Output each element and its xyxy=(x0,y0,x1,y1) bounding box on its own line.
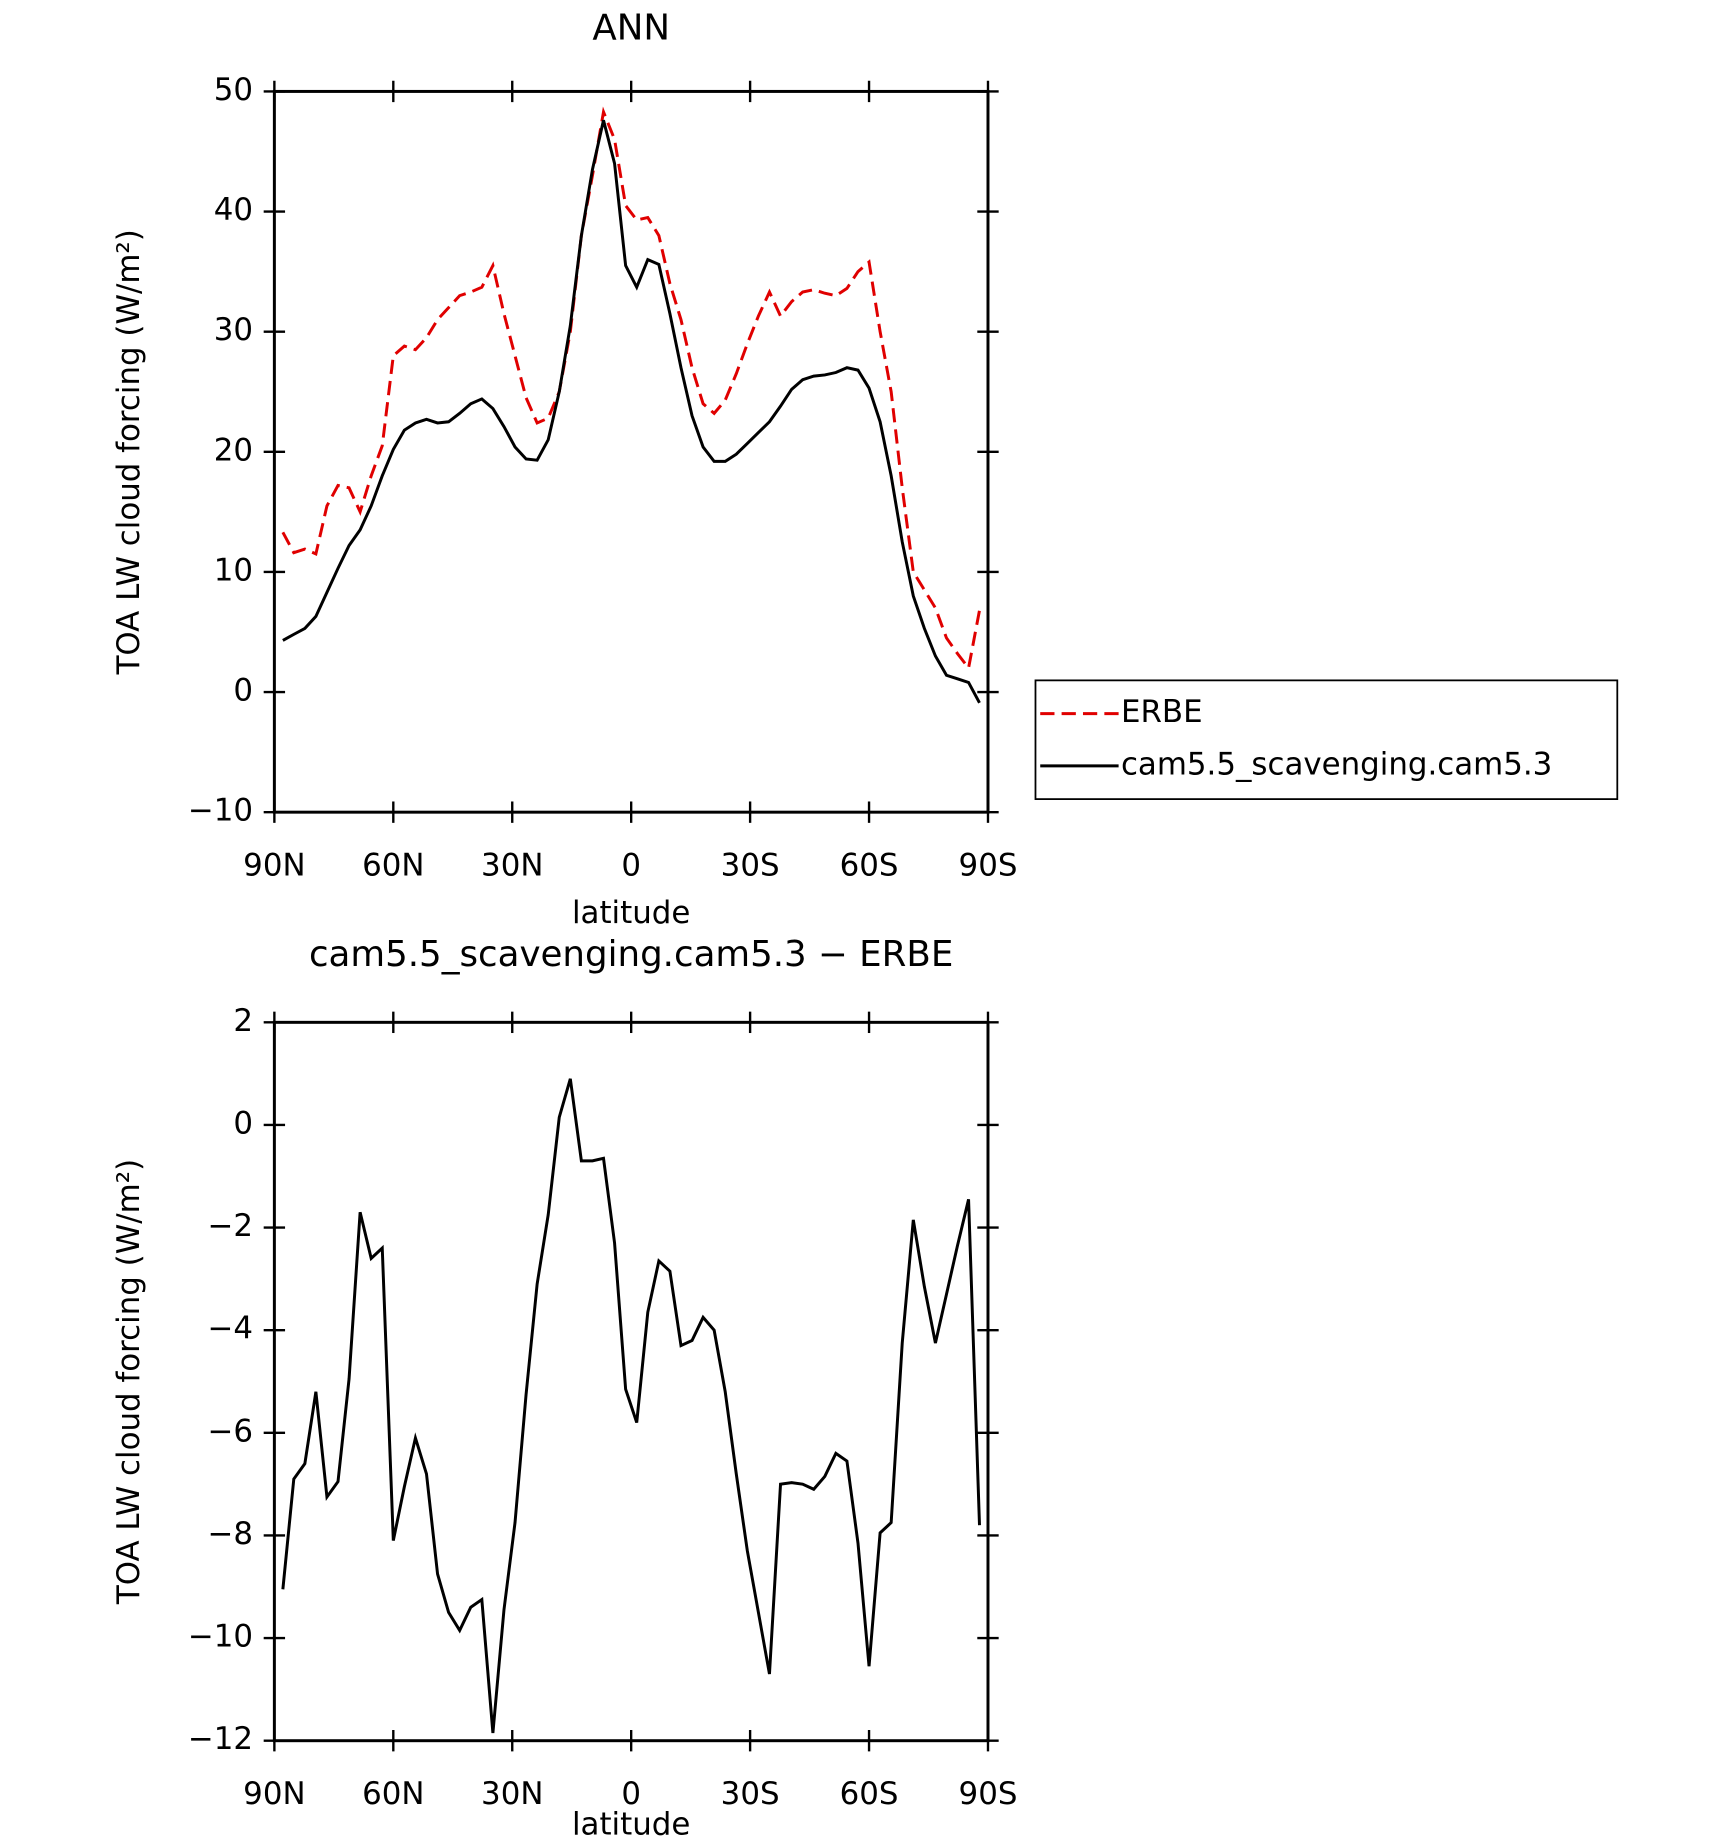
x-tick-label: 60S xyxy=(840,847,899,883)
x-tick-label: 30S xyxy=(721,847,780,883)
y-axis-label: TOA LW cloud forcing (W/m²) xyxy=(111,1159,147,1605)
data-line xyxy=(281,1078,981,1734)
x-tick-label: 60N xyxy=(362,1776,424,1812)
y-tick-label: −6 xyxy=(207,1413,253,1449)
legend-box xyxy=(1034,679,1619,800)
y-tick-label: 0 xyxy=(233,673,253,709)
x-tick-label: 60S xyxy=(840,1776,899,1812)
y-tick-label: −10 xyxy=(188,1619,253,1655)
y-tick-label: 40 xyxy=(214,192,253,228)
y-tick-label: 30 xyxy=(214,312,253,348)
y-tick-label: −2 xyxy=(207,1208,253,1244)
legend-label: ERBE xyxy=(1121,694,1203,730)
y-tick-label: −12 xyxy=(188,1721,253,1757)
legend-label: cam5.5_scavenging.cam5.3 xyxy=(1121,746,1552,782)
x-tick-label: 0 xyxy=(621,1776,641,1812)
y-tick-label: 20 xyxy=(214,432,253,468)
x-tick-label: 0 xyxy=(621,847,641,883)
chart-title: cam5.5_scavenging.cam5.3 − ERBE xyxy=(309,934,953,975)
x-tick-label: 90S xyxy=(959,1776,1018,1812)
y-tick-label: −8 xyxy=(207,1516,253,1552)
plot-frame xyxy=(272,1020,990,1743)
x-tick-label: 30N xyxy=(481,1776,543,1812)
x-tick-label: 30S xyxy=(721,1776,780,1812)
y-axis-label: TOA LW cloud forcing (W/m²) xyxy=(111,229,147,675)
data-line xyxy=(282,119,981,704)
chart-title: ANN xyxy=(592,8,670,49)
y-tick-label: 2 xyxy=(233,1003,253,1039)
x-tick-label: 60N xyxy=(362,847,424,883)
y-tick-label: 0 xyxy=(233,1105,253,1141)
y-tick-label: 10 xyxy=(214,552,253,588)
y-tick-label: −10 xyxy=(188,793,253,829)
data-line xyxy=(281,106,981,672)
x-axis-label: latitude xyxy=(572,895,690,931)
x-tick-label: 30N xyxy=(481,847,543,883)
x-tick-label: 90N xyxy=(243,1776,305,1812)
x-axis-label: latitude xyxy=(572,1807,690,1843)
x-tick-label: 90S xyxy=(959,847,1018,883)
y-tick-label: 50 xyxy=(214,72,253,108)
x-tick-label: 90N xyxy=(243,847,305,883)
y-tick-label: −4 xyxy=(207,1311,253,1347)
